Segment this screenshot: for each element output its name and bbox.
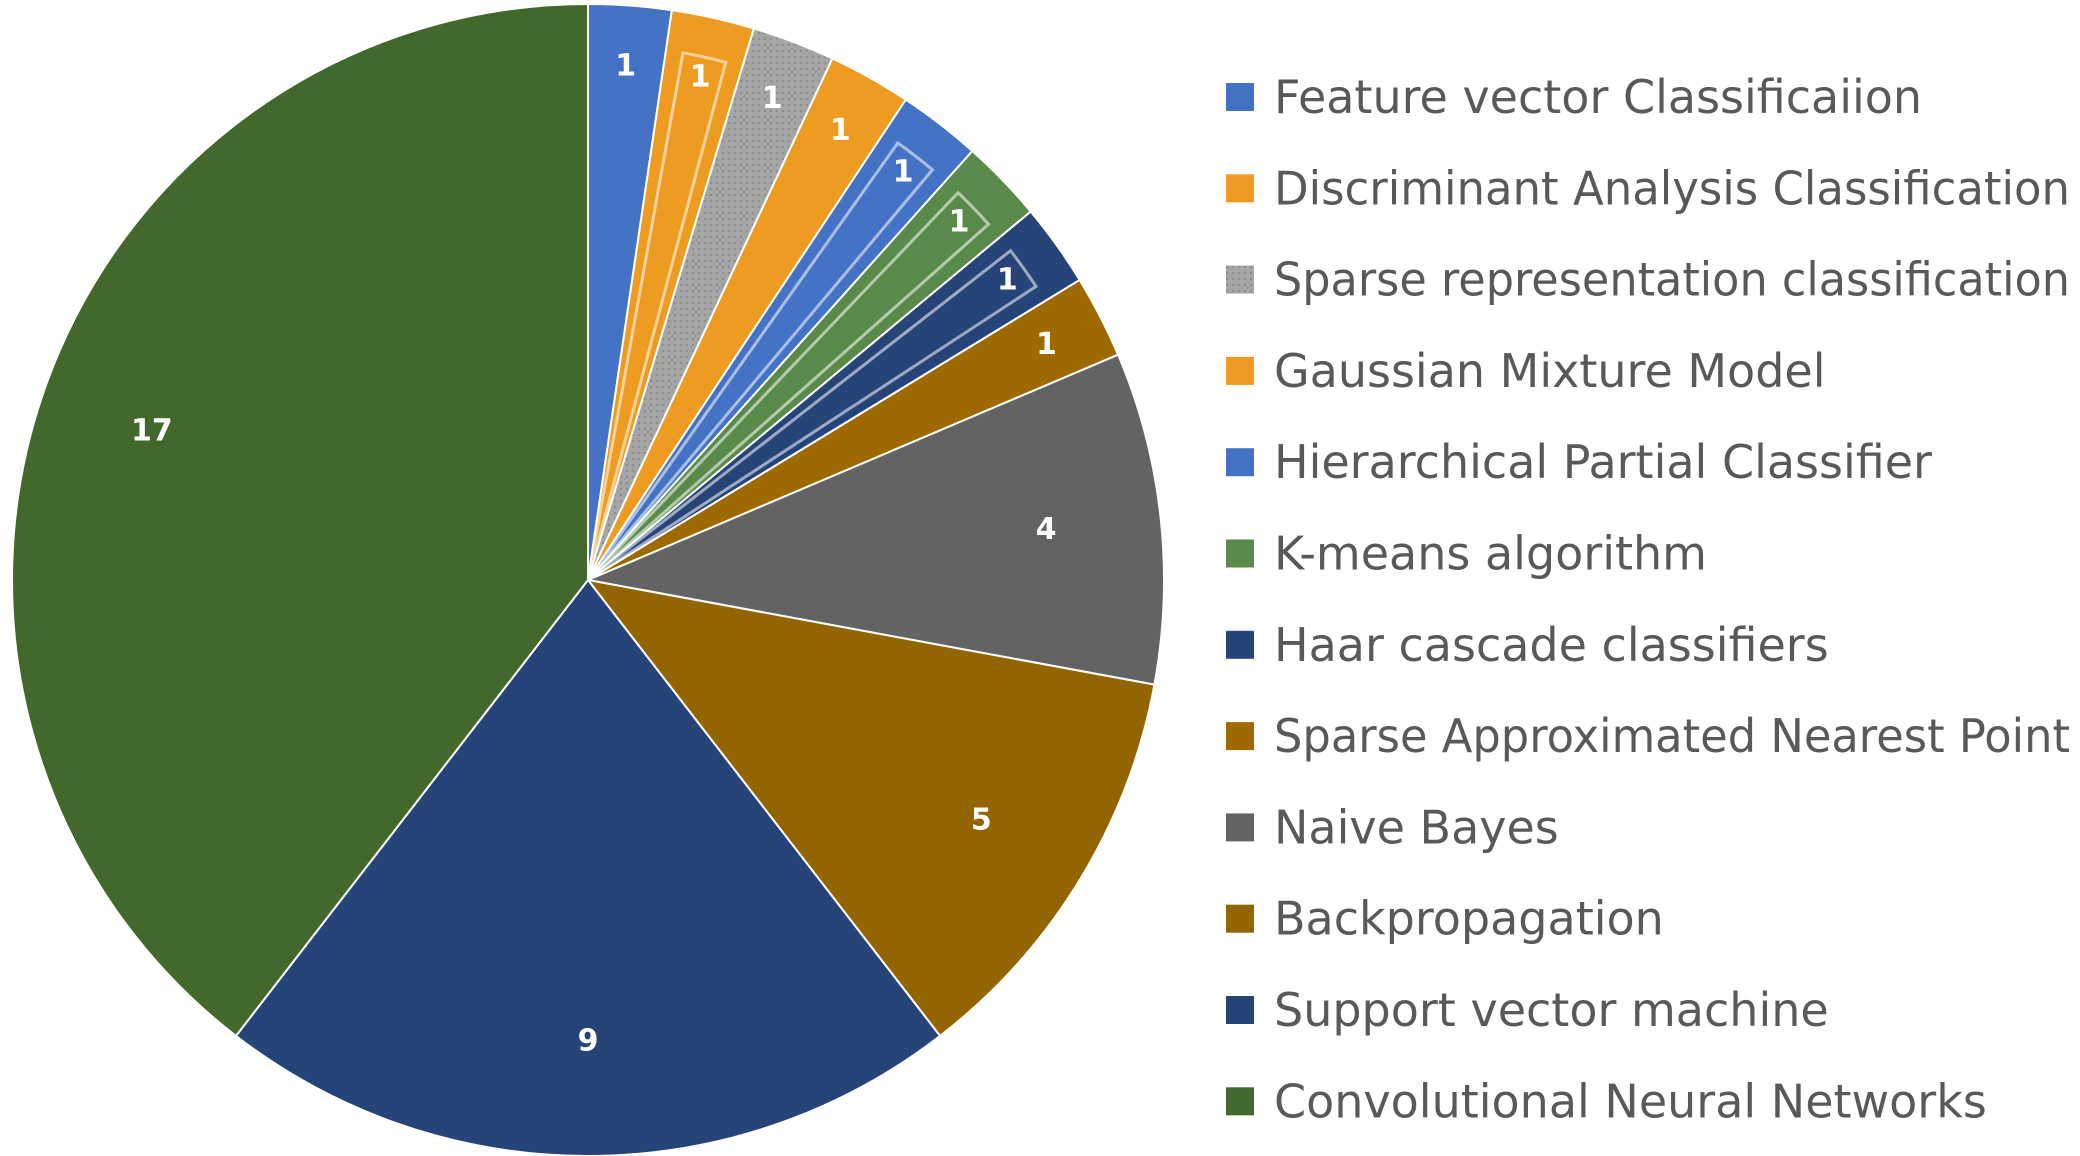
legend-label-feature-vector-classificaiion: Feature vector Classificaiion: [1274, 70, 1922, 124]
data-label-gaussian-mixture-model: 1: [830, 113, 851, 148]
legend-label-naive-bayes: Naive Bayes: [1274, 800, 1559, 854]
data-label-convolutional-neural-networks: 17: [131, 414, 173, 449]
data-label-discriminant-analysis-classification: 1: [690, 59, 711, 94]
pie-slice-inset-discriminant-analysis-classification: [586, 51, 728, 581]
data-label-sparse-representation-classification: 1: [762, 81, 783, 116]
legend-label-hierarchical-partial-classifier: Hierarchical Partial Classifier: [1274, 435, 1932, 489]
legend-swatch-gaussian-mixture-model: [1226, 356, 1254, 385]
data-label-backpropagation: 5: [971, 803, 992, 838]
legend-label-sparse-representation-classification: Sparse representation classification: [1274, 253, 2070, 307]
data-label-support-vector-machine: 9: [578, 1023, 599, 1058]
data-label-k-means-algorithm: 1: [949, 205, 970, 240]
pie-slice-inset-hierarchical-partial-classifier: [586, 140, 935, 581]
legend-label-convolutional-neural-networks: Convolutional Neural Networks: [1274, 1074, 1987, 1128]
data-label-hierarchical-partial-classifier: 1: [893, 154, 914, 189]
legend-swatch-sparse-representation-classification: [1226, 265, 1254, 294]
legend-swatch-naive-bayes: [1226, 813, 1254, 842]
legend-swatch-backpropagation: [1226, 904, 1254, 933]
legend-swatch-k-means-algorithm: [1226, 539, 1254, 568]
legend-swatch-feature-vector-classificaiion: [1226, 83, 1254, 111]
legend-swatch-sparse-approximated-nearest-point: [1226, 722, 1254, 751]
legend-swatch-hierarchical-partial-classifier: [1226, 448, 1254, 477]
pie-slices: [11, 2, 1165, 1156]
pie-slice-backpropagation: [585, 578, 1156, 1038]
pie-slice-convolutional-neural-networks: [11, 2, 589, 1038]
pie-slice-inset-haar-cascade-classifiers: [587, 248, 1039, 582]
legend-label-discriminant-analysis-classification: Discriminant Analysis Classification: [1274, 161, 2070, 215]
legend-swatch-convolutional-neural-networks: [1226, 1087, 1254, 1116]
legend-label-haar-cascade-classifiers: Haar cascade classifiers: [1274, 618, 1829, 672]
legend-label-gaussian-mixture-model: Gaussian Mixture Model: [1274, 344, 1825, 398]
data-label-naive-bayes: 4: [1036, 512, 1057, 547]
legend-swatch-discriminant-analysis-classification: [1226, 174, 1254, 203]
pie-slice-inset-k-means-algorithm: [586, 190, 991, 582]
legend-label-support-vector-machine: Support vector machine: [1274, 983, 1829, 1037]
legend-label-sparse-approximated-nearest-point: Sparse Approximated Nearest Point: [1274, 709, 2070, 763]
data-label-haar-cascade-classifiers: 1: [997, 263, 1018, 298]
legend-swatch-support-vector-machine: [1226, 996, 1254, 1024]
data-label-feature-vector-classificaiion: 1: [615, 48, 636, 83]
pie-slice-naive-bayes: [584, 353, 1165, 686]
legend-label-k-means-algorithm: K-means algorithm: [1274, 527, 1707, 581]
legend-label-backpropagation: Backpropagation: [1274, 892, 1664, 946]
legend-swatch-haar-cascade-classifiers: [1226, 630, 1254, 659]
legend: Feature vector Classificaiion Discriminan…: [1226, 70, 2070, 1128]
data-label-sparse-approximated-nearest-point: 1: [1036, 327, 1057, 362]
